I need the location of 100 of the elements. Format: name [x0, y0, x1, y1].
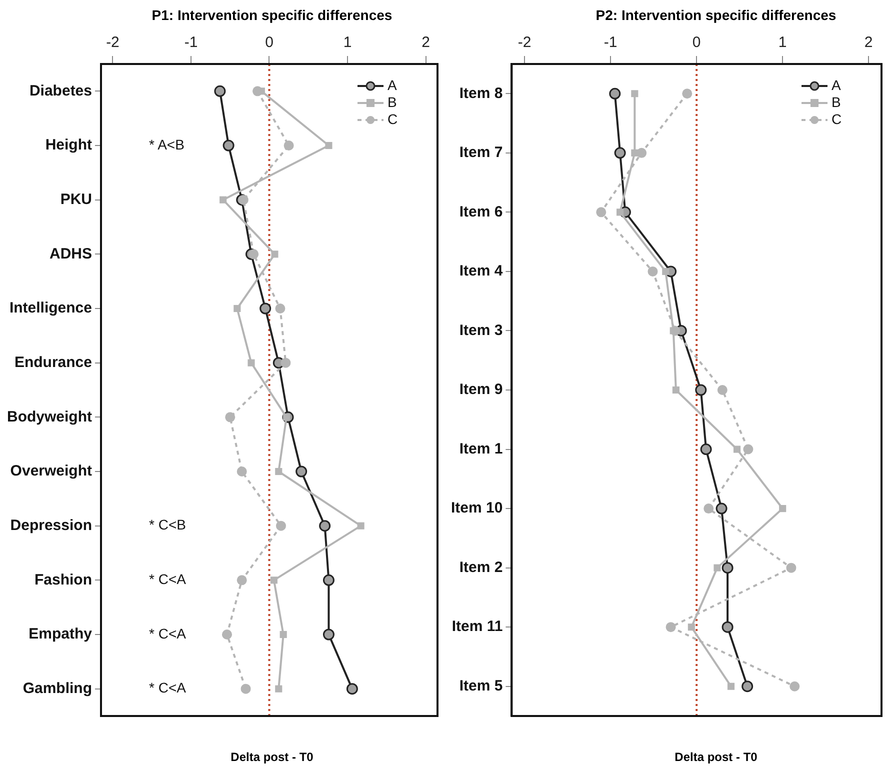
y-tick-label: Item 8: [459, 84, 503, 102]
x-tick-label: 0: [265, 34, 274, 52]
x-tick-label: -2: [106, 34, 120, 52]
point: [248, 249, 259, 260]
x-axis-title: Delta post - T0: [674, 750, 758, 764]
point: [275, 685, 282, 692]
point: [714, 564, 721, 572]
point: [733, 446, 741, 453]
point: [319, 520, 331, 532]
legend-label: A: [832, 76, 842, 93]
y-tick-label: Item 2: [459, 558, 503, 576]
y-tick-label: Item 6: [459, 203, 503, 220]
y-tick-label: Endurance: [14, 354, 92, 371]
y-tick-label: Diabetes: [29, 82, 92, 100]
chart-title: P2: Intervention specific differences: [594, 6, 838, 25]
point: [234, 304, 241, 312]
point: [280, 630, 287, 638]
x-tick-label: 1: [343, 34, 352, 52]
legend-label: C: [388, 110, 398, 127]
point: [357, 522, 364, 530]
point: [779, 505, 786, 512]
y-tick-label: Item 5: [459, 678, 503, 695]
point: [742, 680, 754, 692]
y-tick-label: Overweight: [10, 462, 92, 480]
chart-title: P1: Intervention specific differences: [150, 6, 394, 25]
legend-label: C: [832, 110, 842, 127]
legend-label: B: [388, 94, 397, 110]
point: [695, 384, 707, 396]
y-tick-label: Empathy: [28, 626, 93, 643]
point: [636, 148, 647, 158]
y-tick-label: Bodyweight: [7, 408, 92, 426]
y-tick-label: PKU: [60, 190, 92, 208]
y-tick-label: Intelligence: [9, 300, 92, 317]
point: [240, 684, 251, 694]
point: [631, 90, 638, 98]
x-tick-label: 2: [864, 34, 873, 52]
point: [688, 624, 695, 631]
legend-label: B: [832, 94, 841, 110]
point: [727, 682, 735, 690]
y-tick-label: ADHS: [49, 245, 92, 262]
point: [225, 412, 236, 422]
annotation: * C<B: [149, 516, 186, 533]
y-tick-label: Gambling: [22, 680, 92, 697]
annotation: * A<B: [149, 136, 184, 152]
point: [704, 504, 714, 514]
point: [609, 88, 621, 100]
point: [271, 250, 278, 258]
annotation: * C<A: [149, 680, 187, 696]
y-tick-label: Item 11: [452, 618, 503, 636]
point: [722, 562, 734, 574]
x-tick-label: -1: [184, 34, 198, 52]
point: [270, 576, 278, 584]
legend-label: A: [388, 76, 398, 93]
x-tick-label: 0: [692, 34, 701, 52]
y-tick-label: Item 1: [459, 440, 503, 458]
point: [322, 574, 334, 586]
x-tick-label: 2: [422, 34, 430, 52]
point: [222, 140, 234, 152]
x-tick-label: -1: [604, 34, 618, 52]
point: [672, 386, 680, 394]
point: [236, 575, 247, 586]
point: [616, 208, 624, 216]
point: [716, 502, 728, 514]
point: [296, 466, 308, 478]
point: [236, 466, 247, 476]
point: [648, 266, 658, 276]
point: [790, 681, 800, 692]
y-tick-label: Depression: [10, 516, 92, 534]
y-tick-label: Item 7: [459, 144, 503, 162]
point: [596, 207, 606, 218]
annotation: * C<A: [149, 571, 187, 588]
point: [284, 140, 294, 150]
point: [260, 302, 272, 314]
point: [700, 444, 712, 456]
point: [717, 385, 728, 395]
x-tick-label: 1: [778, 34, 787, 52]
point: [214, 85, 226, 97]
point: [275, 468, 282, 476]
point: [786, 562, 796, 573]
point: [722, 621, 734, 633]
point: [248, 359, 255, 366]
x-tick-label: -2: [518, 34, 532, 52]
annotation: * C<A: [149, 625, 187, 642]
y-tick-label: Item 4: [459, 262, 504, 280]
point: [222, 630, 232, 640]
point: [325, 142, 332, 150]
point: [346, 683, 358, 695]
x-axis-title: Delta post - T0: [230, 750, 314, 764]
y-tick-label: Item 10: [450, 500, 503, 517]
point: [614, 147, 626, 159]
y-tick-label: Fashion: [34, 571, 92, 588]
point: [743, 444, 754, 454]
point: [682, 88, 692, 99]
point: [275, 304, 286, 314]
y-tick-label: Item 3: [459, 322, 503, 339]
point: [662, 268, 670, 275]
point: [322, 628, 334, 640]
point: [280, 358, 291, 368]
point: [276, 520, 286, 531]
point: [666, 622, 676, 632]
